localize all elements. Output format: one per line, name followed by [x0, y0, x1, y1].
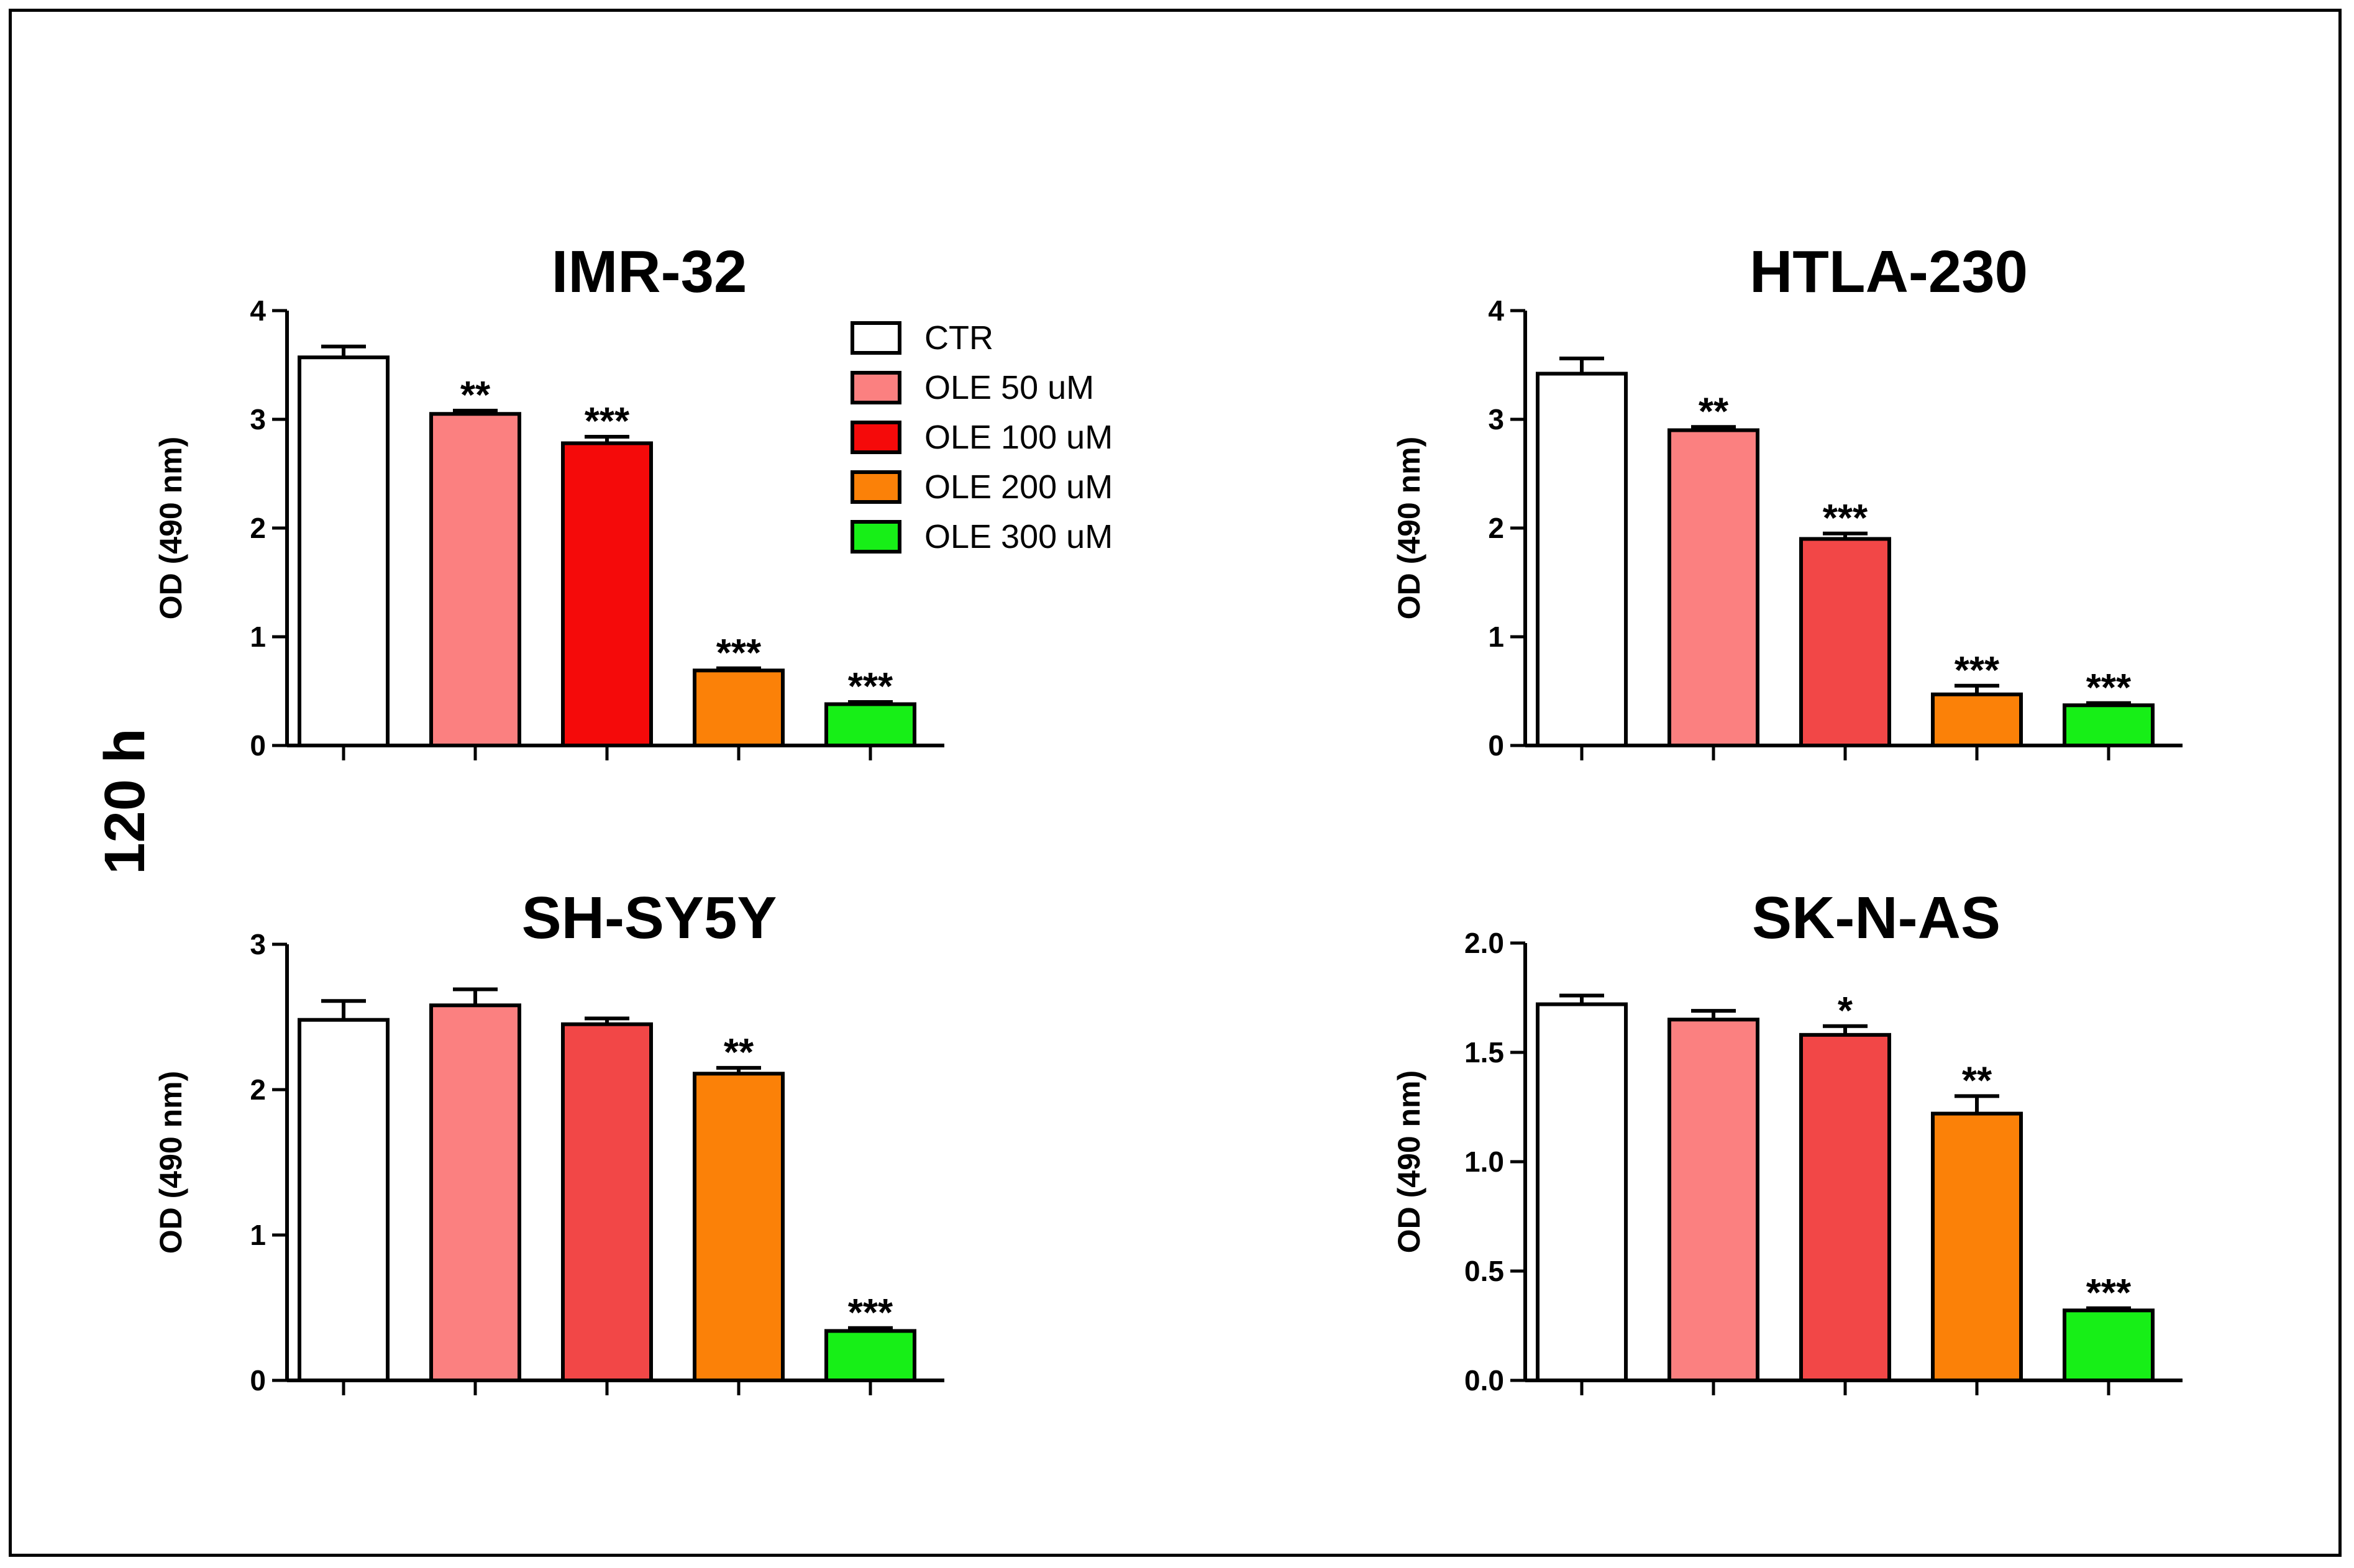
- significance-label: ***: [848, 665, 893, 708]
- y-tick-label: 0: [250, 1364, 266, 1397]
- bar-ctr: [1536, 371, 1628, 747]
- y-axis-label: OD (490 nm): [1392, 1070, 1426, 1254]
- y-tick-label: 0.5: [1464, 1255, 1504, 1287]
- significance-label: ***: [1823, 497, 1868, 540]
- bar-ctr: [298, 1018, 390, 1383]
- y-tick-label: 4: [250, 294, 266, 327]
- legend-swatch-ole-300-um: [851, 520, 901, 554]
- significance-label: **: [460, 374, 491, 417]
- figure-frame: [9, 9, 2342, 1557]
- y-tick-label: 0: [1488, 729, 1504, 762]
- legend-label: OLE 100 uM: [924, 419, 1113, 456]
- chart-title: IMR-32: [552, 239, 747, 305]
- bar-ole-50-um: [1667, 428, 1759, 747]
- bar-ctr: [1536, 1002, 1628, 1383]
- y-tick-label: 1.5: [1464, 1036, 1504, 1069]
- significance-label: ***: [2086, 667, 2132, 709]
- bar-ole-300-um: [824, 1329, 916, 1382]
- significance-label: ***: [716, 632, 762, 675]
- y-tick-label: 2: [1488, 512, 1504, 544]
- y-tick-label: 4: [1488, 294, 1504, 327]
- bar-ole-50-um: [1667, 1018, 1759, 1382]
- y-tick-label: 3: [250, 403, 266, 435]
- legend-swatch-ole-100-um: [851, 421, 901, 454]
- y-axis-label: OD (490 nm): [153, 1071, 188, 1254]
- y-tick-label: 0: [250, 729, 266, 762]
- bar-ole-300-um: [824, 702, 916, 747]
- y-tick-label: 2: [250, 1073, 266, 1106]
- y-axis-label: OD (490 nm): [153, 437, 188, 620]
- legend-label: OLE 50 uM: [924, 369, 1094, 406]
- significance-label: **: [1962, 1059, 1992, 1102]
- y-tick-label: 0.0: [1464, 1364, 1504, 1397]
- bar-ole-200-um: [693, 1072, 785, 1382]
- significance-label: ***: [2086, 1272, 2132, 1315]
- legend-label: OLE 200 uM: [924, 468, 1113, 506]
- y-tick-label: 1: [250, 1219, 266, 1251]
- y-tick-label: 3: [1488, 403, 1504, 435]
- bar-ole-100-um: [561, 441, 653, 747]
- bar-ole-200-um: [1931, 692, 2023, 747]
- significance-label: ***: [848, 1292, 893, 1334]
- y-tick-label: 1.0: [1464, 1146, 1504, 1178]
- legend-swatch-ctr: [851, 321, 901, 355]
- timepoint-label: 120 h: [93, 728, 157, 874]
- y-tick-label: 2.0: [1464, 927, 1504, 959]
- significance-label: **: [724, 1031, 754, 1074]
- significance-label: ***: [585, 400, 630, 443]
- y-tick-label: 3: [250, 928, 266, 960]
- bar-ole-50-um: [429, 1003, 521, 1382]
- significance-label: *: [1838, 990, 1853, 1032]
- legend-swatch-ole-200-um: [851, 470, 901, 504]
- bar-ole-50-um: [429, 412, 521, 747]
- significance-label: ***: [1955, 649, 2000, 692]
- legend-label: CTR: [924, 319, 993, 357]
- bar-ole-100-um: [561, 1022, 653, 1382]
- legend: CTR OLE 50 uM OLE 100 uM OLE 200 uM OLE 300 …: [851, 319, 1113, 555]
- bar-ctr: [298, 355, 390, 747]
- chart-title: SK-N-AS: [1752, 885, 2000, 951]
- y-tick-label: 2: [250, 512, 266, 544]
- bar-ole-300-um: [2063, 1308, 2155, 1383]
- y-axis-label: OD (490 nm): [1392, 437, 1426, 620]
- bar-ole-300-um: [2063, 703, 2155, 747]
- bar-ole-100-um: [1799, 537, 1891, 747]
- legend-label: OLE 300 uM: [924, 518, 1113, 555]
- significance-label: **: [1699, 390, 1729, 433]
- y-tick-label: 1: [1488, 621, 1504, 653]
- legend-swatch-ole-50-um: [851, 371, 901, 404]
- chart-title: HTLA-230: [1750, 239, 2028, 305]
- bar-ole-100-um: [1799, 1032, 1891, 1382]
- chart-title: SH-SY5Y: [522, 885, 777, 951]
- y-tick-label: 1: [250, 621, 266, 653]
- bar-ole-200-um: [693, 668, 785, 747]
- bar-ole-200-um: [1931, 1111, 2023, 1383]
